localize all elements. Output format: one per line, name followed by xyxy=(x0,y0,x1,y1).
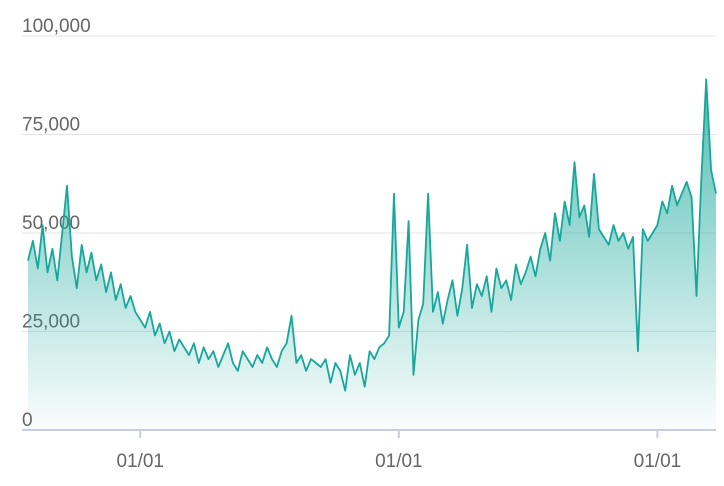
x-tick-label: 01/01 xyxy=(375,451,423,472)
y-tick-label: 100,000 xyxy=(22,16,91,37)
y-tick-label: 75,000 xyxy=(22,115,80,136)
y-tick-label: 50,000 xyxy=(22,213,80,234)
line xyxy=(27,78,717,392)
y-tick-label: 0 xyxy=(22,410,33,431)
area xyxy=(28,79,716,431)
x-tick-label: 01/01 xyxy=(634,451,682,472)
x-tick-label: 01/01 xyxy=(116,451,164,472)
